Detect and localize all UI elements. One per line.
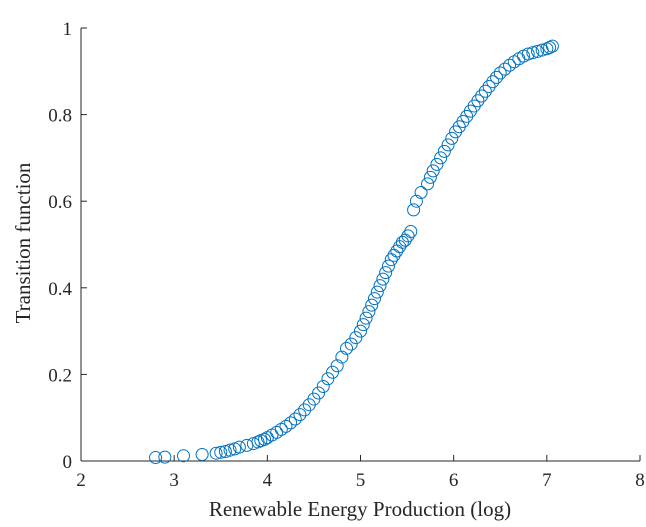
scatter-point — [407, 203, 421, 217]
scatter-point — [445, 131, 459, 145]
scatter-point — [356, 318, 370, 332]
y-tick-label: 0 — [63, 452, 73, 473]
y-axis-label: Transition function — [11, 162, 35, 323]
scatter-point — [195, 448, 209, 462]
y-tick-label: 0.2 — [48, 365, 72, 386]
x-tick-label: 8 — [635, 470, 645, 491]
scatter-point — [362, 305, 376, 319]
y-tick-label: 0.4 — [48, 279, 72, 300]
scatter-point — [316, 380, 330, 394]
scatter-point — [384, 253, 398, 267]
x-tick-label: 3 — [169, 470, 179, 491]
scatter-point — [176, 449, 190, 463]
scatter-point — [376, 272, 390, 286]
scatter-point — [437, 144, 451, 158]
scatter-point — [218, 444, 232, 458]
scatter-point — [543, 40, 557, 54]
scatter-point — [441, 138, 455, 152]
scatter-point — [321, 372, 335, 386]
scatter-point — [401, 229, 415, 243]
axis-labels: Renewable Energy Production (log) Transi… — [11, 162, 511, 521]
scatter-point — [265, 428, 279, 442]
scatter-point — [298, 403, 312, 417]
y-tick-label: 1 — [63, 19, 73, 40]
scatter-point — [540, 42, 554, 56]
scatter-point — [365, 298, 379, 312]
scatter-point — [251, 435, 265, 449]
scatter-point — [390, 244, 404, 258]
scatter-point — [521, 47, 535, 61]
scatter-point — [387, 248, 401, 262]
scatter-point — [409, 194, 423, 208]
scatter-point — [258, 432, 272, 446]
scatter-point — [373, 279, 387, 293]
scatter-point — [423, 170, 437, 184]
scatter-point — [430, 157, 444, 171]
scatter-point — [490, 70, 504, 84]
scatter-point — [370, 285, 384, 299]
scatter-point — [426, 164, 440, 178]
scatter-point — [414, 186, 428, 200]
scatter-point — [340, 341, 354, 355]
scatter-point — [158, 450, 172, 464]
scatter-point — [354, 324, 367, 338]
scatter-point — [214, 445, 228, 459]
data-points — [149, 39, 559, 465]
axes: 2 3 4 5 6 7 8 0 0.2 0.4 0.6 0.8 1 — [48, 19, 645, 491]
scatter-point — [482, 79, 496, 93]
scatter-point — [526, 46, 540, 60]
scatter-point — [288, 412, 302, 426]
scatter-point — [335, 350, 349, 364]
scatter-point — [545, 39, 559, 53]
scatter-point — [149, 451, 163, 465]
scatter-point — [381, 259, 395, 273]
x-tick-label: 6 — [449, 470, 459, 491]
scatter-point — [434, 151, 448, 165]
scatter-point — [344, 337, 358, 351]
scatter-point — [493, 66, 507, 80]
scatter-point — [209, 446, 223, 460]
x-tick-label: 4 — [263, 470, 273, 491]
scatter-point — [471, 94, 485, 108]
scatter-point — [223, 443, 237, 457]
y-tick-label: 0.6 — [48, 192, 72, 213]
scatter-point — [531, 44, 545, 58]
scatter-point — [486, 75, 500, 89]
scatter-point — [421, 177, 435, 191]
scatter-point — [349, 331, 363, 345]
scatter-point — [498, 62, 512, 76]
scatter-point — [379, 266, 393, 280]
scatter-point — [359, 311, 373, 325]
y-tick-label: 0.8 — [48, 106, 72, 127]
scatter-point — [279, 419, 293, 433]
scatter-point — [475, 89, 489, 103]
scatter-point — [330, 359, 344, 373]
scatter-point — [260, 431, 274, 445]
scatter-point — [293, 408, 307, 422]
x-tick-label: 5 — [356, 470, 366, 491]
scatter-point — [404, 225, 418, 239]
x-tick-label: 7 — [542, 470, 552, 491]
scatter-point — [503, 58, 517, 72]
scatter-point — [367, 292, 381, 306]
scatter-point — [284, 416, 298, 430]
x-tick-label: 2 — [76, 470, 86, 491]
scatter-point — [312, 386, 326, 400]
x-axis-label: Renewable Energy Production (log) — [209, 497, 511, 521]
scatter-point — [326, 365, 340, 379]
scatter-point — [478, 84, 492, 98]
scatter-point — [232, 440, 246, 454]
